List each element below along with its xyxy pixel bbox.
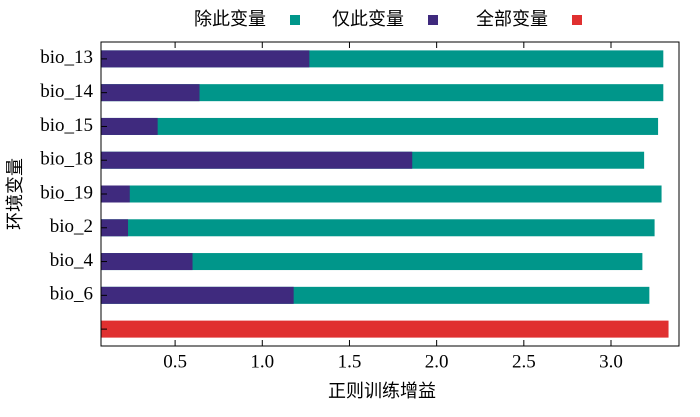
bar [101, 253, 643, 271]
bar [101, 286, 294, 304]
bar [101, 151, 413, 169]
y-tick-label: bio_14 [40, 81, 93, 102]
bar [101, 253, 193, 271]
bar [101, 84, 664, 102]
x-axis-label: 正则训练增益 [328, 381, 436, 402]
legend-label: 除此变量 [194, 9, 266, 30]
x-tick-label: 2.5 [512, 351, 536, 372]
y-tick-label: bio_4 [50, 250, 94, 271]
y-tick-label: bio_13 [40, 47, 93, 68]
x-tick-label: 0.5 [163, 351, 187, 372]
bar [101, 117, 659, 135]
bar [101, 219, 655, 237]
bar [101, 185, 130, 203]
x-tick-label: 3.0 [599, 351, 623, 372]
bar [101, 320, 669, 338]
y-tick-label: bio_18 [40, 149, 93, 170]
y-tick-label: bio_2 [50, 216, 93, 237]
legend-label: 仅此变量 [332, 9, 404, 30]
legend-swatch [290, 15, 300, 25]
bar [101, 50, 310, 68]
x-tick-label: 2.0 [425, 351, 449, 372]
x-tick-label: 1.0 [250, 351, 274, 372]
y-axis-label: 环境变量 [5, 158, 26, 230]
bar [101, 219, 129, 237]
bar [101, 84, 200, 102]
y-tick-label: bio_15 [40, 115, 93, 136]
bar [101, 185, 662, 203]
x-tick-label: 1.5 [338, 351, 362, 372]
legend-label: 全部变量 [476, 9, 548, 30]
y-tick-label: bio_6 [50, 284, 93, 305]
y-tick-label: bio_19 [40, 182, 93, 203]
legend-swatch [572, 15, 582, 25]
legend-swatch [428, 15, 438, 25]
bar [101, 117, 158, 135]
